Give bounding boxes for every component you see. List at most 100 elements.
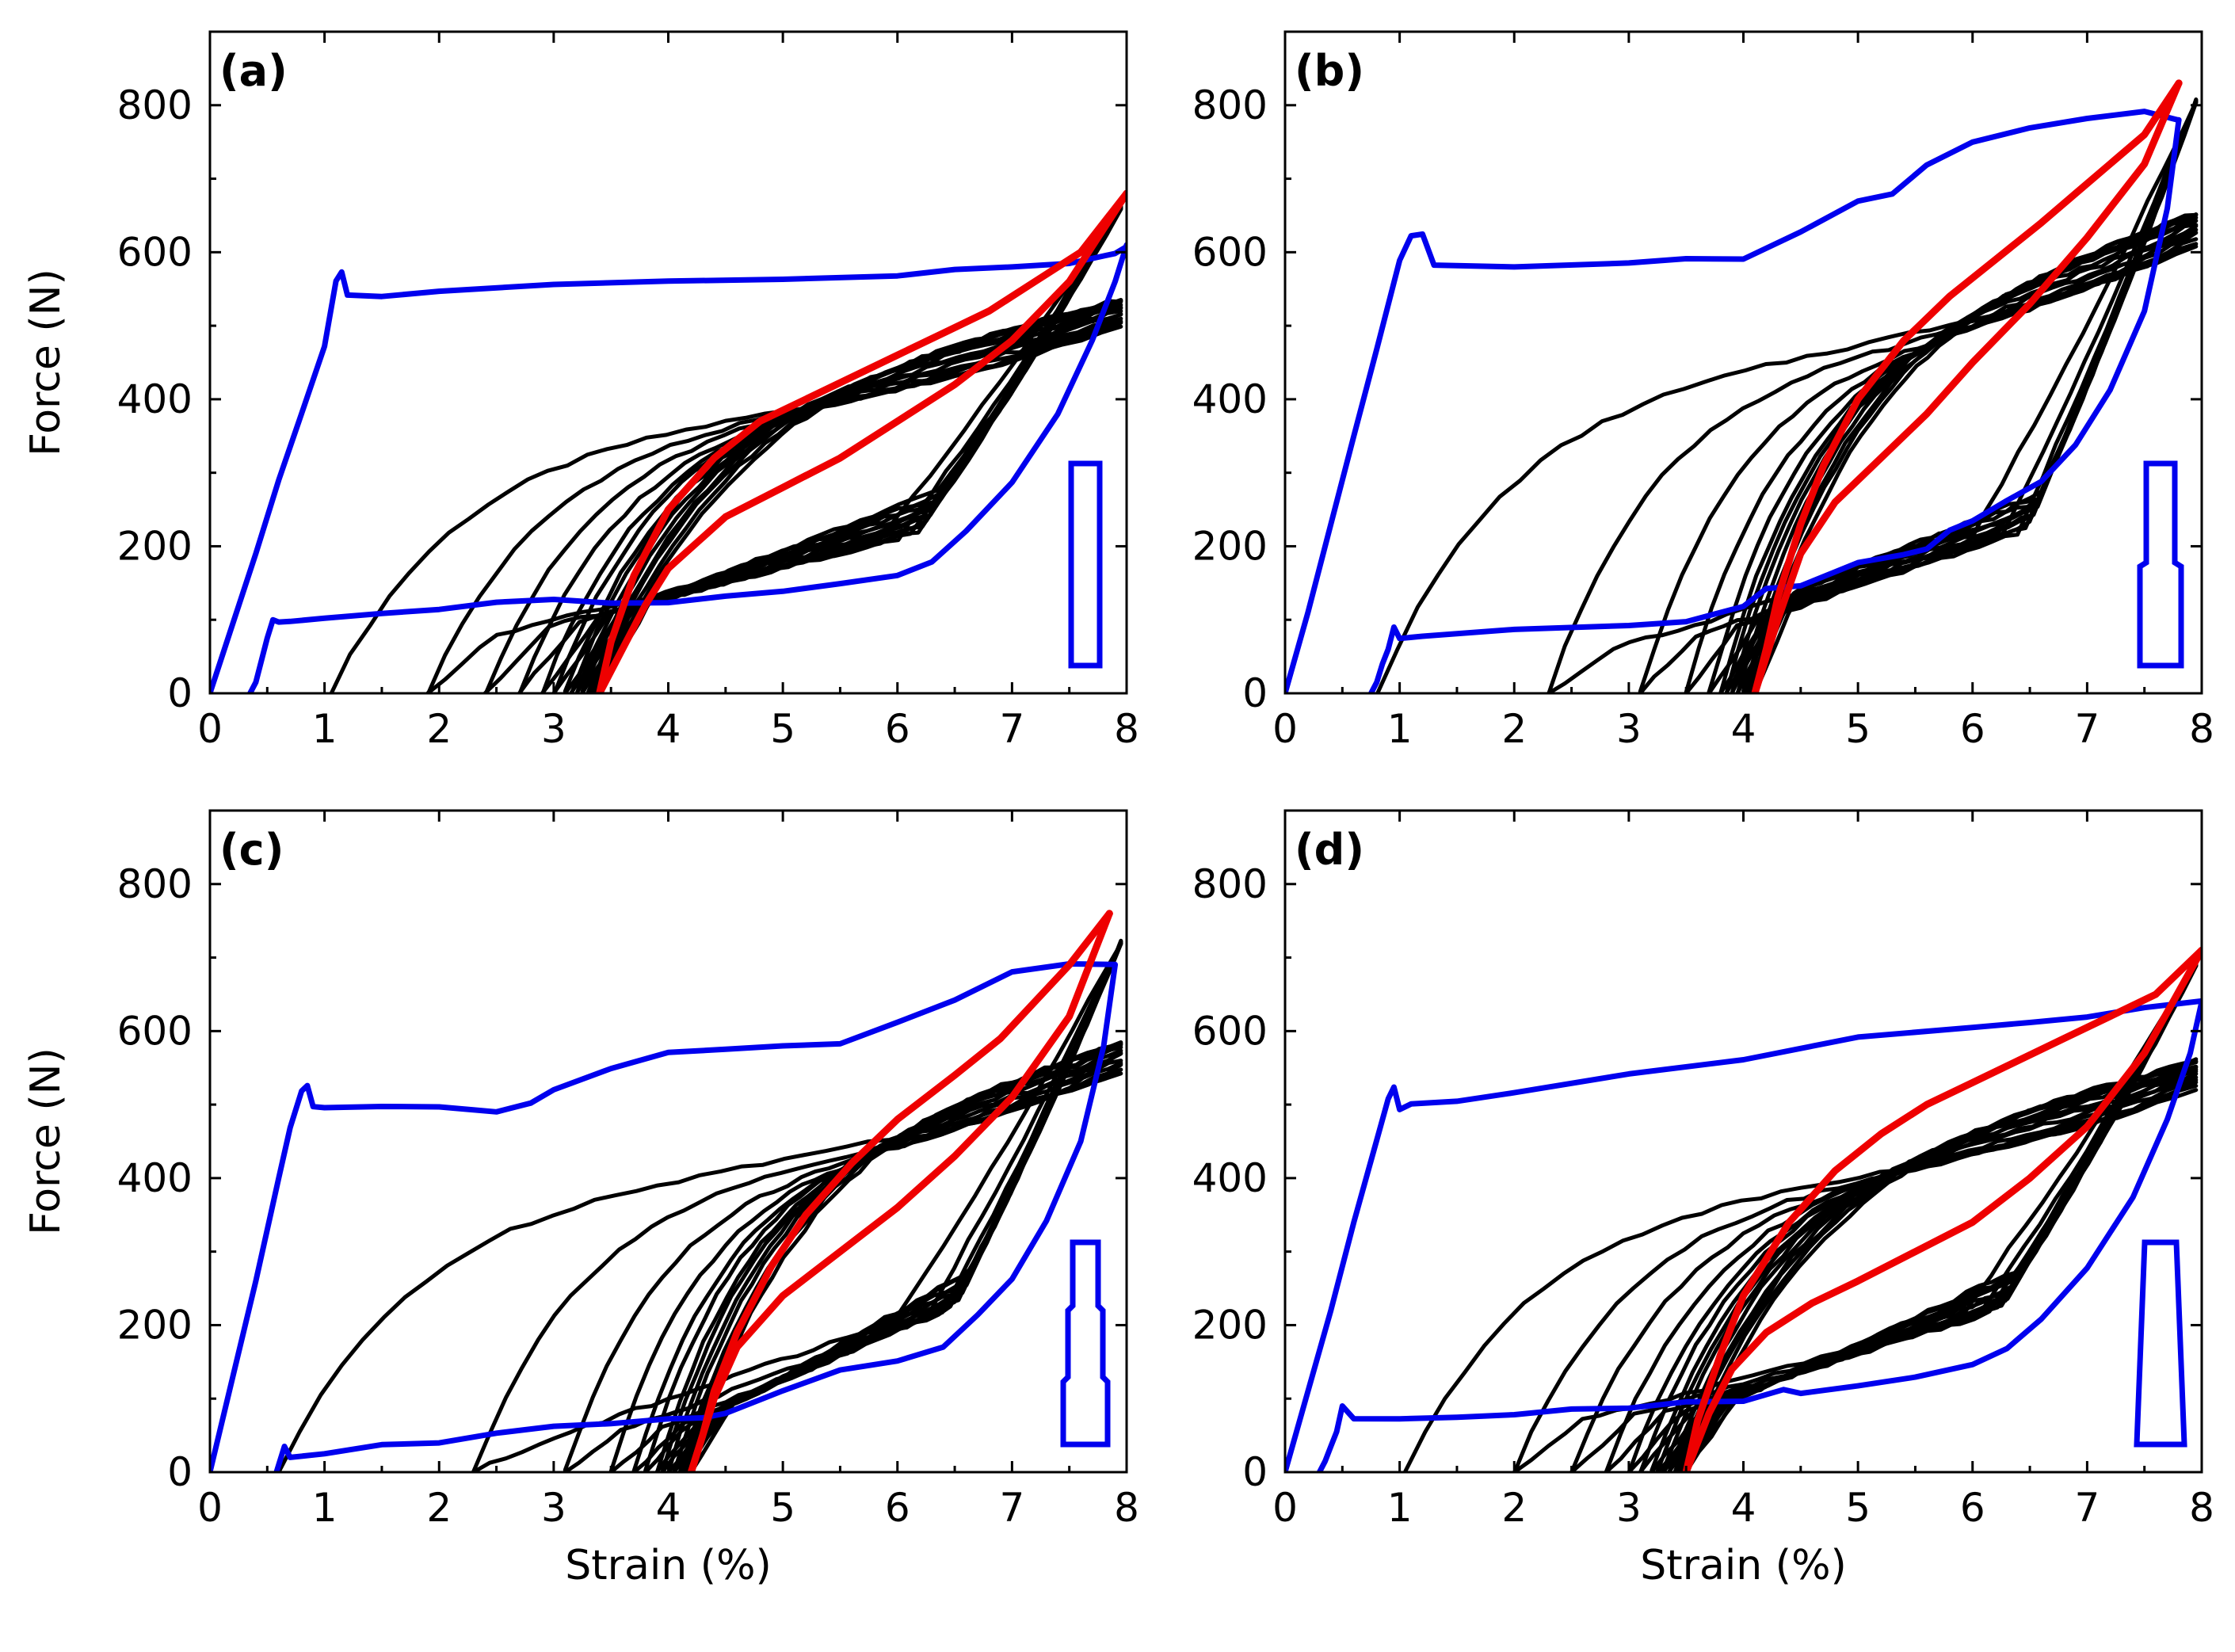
intermediate-reload-curve — [592, 298, 1123, 693]
x-tick-label: 7 — [999, 1485, 1024, 1531]
intermediate-reload-curve — [580, 303, 1123, 693]
last-cycle-unloading-curve — [1751, 79, 2183, 693]
intermediate-reload-curve — [1747, 212, 2199, 693]
intermediate-unload-curve — [1569, 962, 2199, 1472]
first-cycle-loading-curve — [210, 243, 1127, 693]
x-tick-label: 0 — [1272, 706, 1298, 752]
x-tick-label: 2 — [426, 1485, 452, 1531]
panel-label: (a) — [219, 46, 288, 96]
y-tick-label: 600 — [117, 229, 193, 275]
y-tick-label: 200 — [117, 523, 193, 569]
x-tick-label: 8 — [2189, 1485, 2214, 1531]
x-tick-label: 6 — [885, 1485, 910, 1531]
last-cycle-loading-curve — [596, 189, 1127, 693]
y-tick-label: 800 — [117, 861, 193, 907]
intermediate-unload-curve — [1512, 963, 2199, 1472]
x-tick-label: 3 — [1616, 1485, 1642, 1531]
plot-area — [210, 910, 1123, 1472]
panel-d: 0 1 2 3 4 5 6 7 8 0 200 400 600 800 Strain (%) (d) — [1192, 809, 2214, 1589]
x-tick-label: 7 — [2074, 1485, 2100, 1531]
x-tick-label: 8 — [1114, 1485, 1139, 1531]
x-tick-label: 2 — [426, 706, 452, 752]
y-tick-label: 0 — [1242, 670, 1268, 716]
specimen-outline — [1060, 1239, 1111, 1448]
x-tick-label: 7 — [999, 706, 1024, 752]
intermediate-reload-curve — [1655, 1067, 2199, 1472]
y-tick-label: 600 — [117, 1008, 193, 1054]
last-cycle-loading-curve — [1682, 946, 2202, 1472]
intermediate-reload-curve — [563, 309, 1123, 693]
panel-c: 0 1 2 3 4 5 6 7 8 0 200 400 600 800 Force (N) Strain (%… — [22, 809, 1139, 1589]
y-tick-label: 0 — [167, 1449, 193, 1495]
x-tick-label: 4 — [656, 706, 681, 752]
y-tick-label: 400 — [117, 376, 193, 422]
first-cycle-unloading-curve — [247, 242, 1127, 693]
y-tick-label: 0 — [1242, 1449, 1268, 1495]
y-tick-label: 400 — [1192, 1155, 1268, 1201]
y-tick-label: 200 — [1192, 1302, 1268, 1348]
specimen-outline — [2134, 1239, 2187, 1448]
plot-area — [1285, 79, 2199, 693]
y-tick-label: 800 — [117, 82, 193, 128]
specimen-shape-icon — [1060, 1239, 1111, 1448]
x-axis-label: Strain (%) — [565, 1542, 772, 1589]
x-tick-label: 2 — [1501, 1485, 1527, 1531]
intermediate-reload-curve — [471, 1067, 1123, 1472]
panel-a: 0 1 2 3 4 5 6 7 8 0 200 400 600 800 Force (N) (a) — [22, 30, 1139, 752]
intermediate-unload-curve — [688, 941, 1123, 1472]
intermediate-reload-curve — [680, 1041, 1123, 1472]
intermediate-reload-curve — [1650, 1069, 2199, 1472]
y-tick-label: 200 — [117, 1302, 193, 1348]
x-tick-label: 4 — [1731, 706, 1756, 752]
intermediate-reload-curve — [683, 1040, 1123, 1472]
panel-b: 0 1 2 3 4 5 6 7 8 0 200 400 600 800 (b) — [1192, 30, 2214, 752]
specimen-outline — [1068, 460, 1103, 669]
specimen-shape-icon — [2134, 1239, 2187, 1448]
x-tick-label: 4 — [1731, 1485, 1756, 1531]
x-tick-label: 0 — [197, 706, 223, 752]
intermediate-unload-curve — [1753, 99, 2199, 693]
x-tick-label: 8 — [2189, 706, 2214, 752]
last-cycle-loading-curve — [687, 910, 1113, 1472]
intermediate-reload-curve — [1375, 244, 2199, 693]
x-tick-label: 5 — [770, 706, 795, 752]
x-tick-label: 2 — [1501, 706, 1527, 752]
intermediate-reload-curve — [1638, 237, 2199, 693]
y-tick-label: 200 — [1192, 523, 1268, 569]
first-cycle-loading-curve — [1285, 998, 2202, 1472]
first-cycle-loading-curve — [210, 961, 1118, 1472]
x-tick-label: 7 — [2074, 706, 2100, 752]
intermediate-reload-curve — [552, 312, 1123, 693]
first-cycle-loading-curve — [1285, 109, 2182, 693]
x-tick-label: 1 — [1387, 706, 1413, 752]
y-tick-label: 400 — [117, 1155, 193, 1201]
x-tick-label: 6 — [1960, 1485, 1985, 1531]
plot-frame — [1283, 30, 2203, 695]
x-axis-label: Strain (%) — [1640, 1542, 1847, 1589]
y-tick-label: 0 — [167, 670, 193, 716]
y-tick-label: 800 — [1192, 82, 1268, 128]
x-tick-label: 0 — [1272, 1485, 1298, 1531]
x-tick-label: 5 — [1845, 706, 1871, 752]
y-tick-label: 600 — [1192, 229, 1268, 275]
x-tick-label: 3 — [541, 706, 566, 752]
intermediate-unload-curve — [1684, 960, 2199, 1472]
panel-label: (c) — [219, 825, 284, 875]
intermediate-reload-curve — [569, 306, 1123, 693]
x-tick-label: 0 — [197, 1485, 223, 1531]
x-tick-label: 5 — [1845, 1485, 1871, 1531]
last-cycle-loading-curve — [1751, 79, 2183, 693]
specimen-shape-icon — [1068, 460, 1103, 669]
x-tick-label: 4 — [656, 1485, 681, 1531]
x-tick-label: 6 — [885, 706, 910, 752]
intermediate-reload-curve — [1681, 1057, 2199, 1472]
x-tick-label: 3 — [541, 1485, 566, 1531]
plot-area — [1285, 946, 2202, 1472]
last-cycle-unloading-curve — [1682, 946, 2202, 1472]
plot-frame — [1283, 809, 2203, 1474]
last-cycle-unloading-curve — [596, 189, 1127, 693]
y-axis-label: Force (N) — [22, 1047, 70, 1235]
x-tick-label: 1 — [1387, 1485, 1413, 1531]
x-tick-label: 5 — [770, 1485, 795, 1531]
